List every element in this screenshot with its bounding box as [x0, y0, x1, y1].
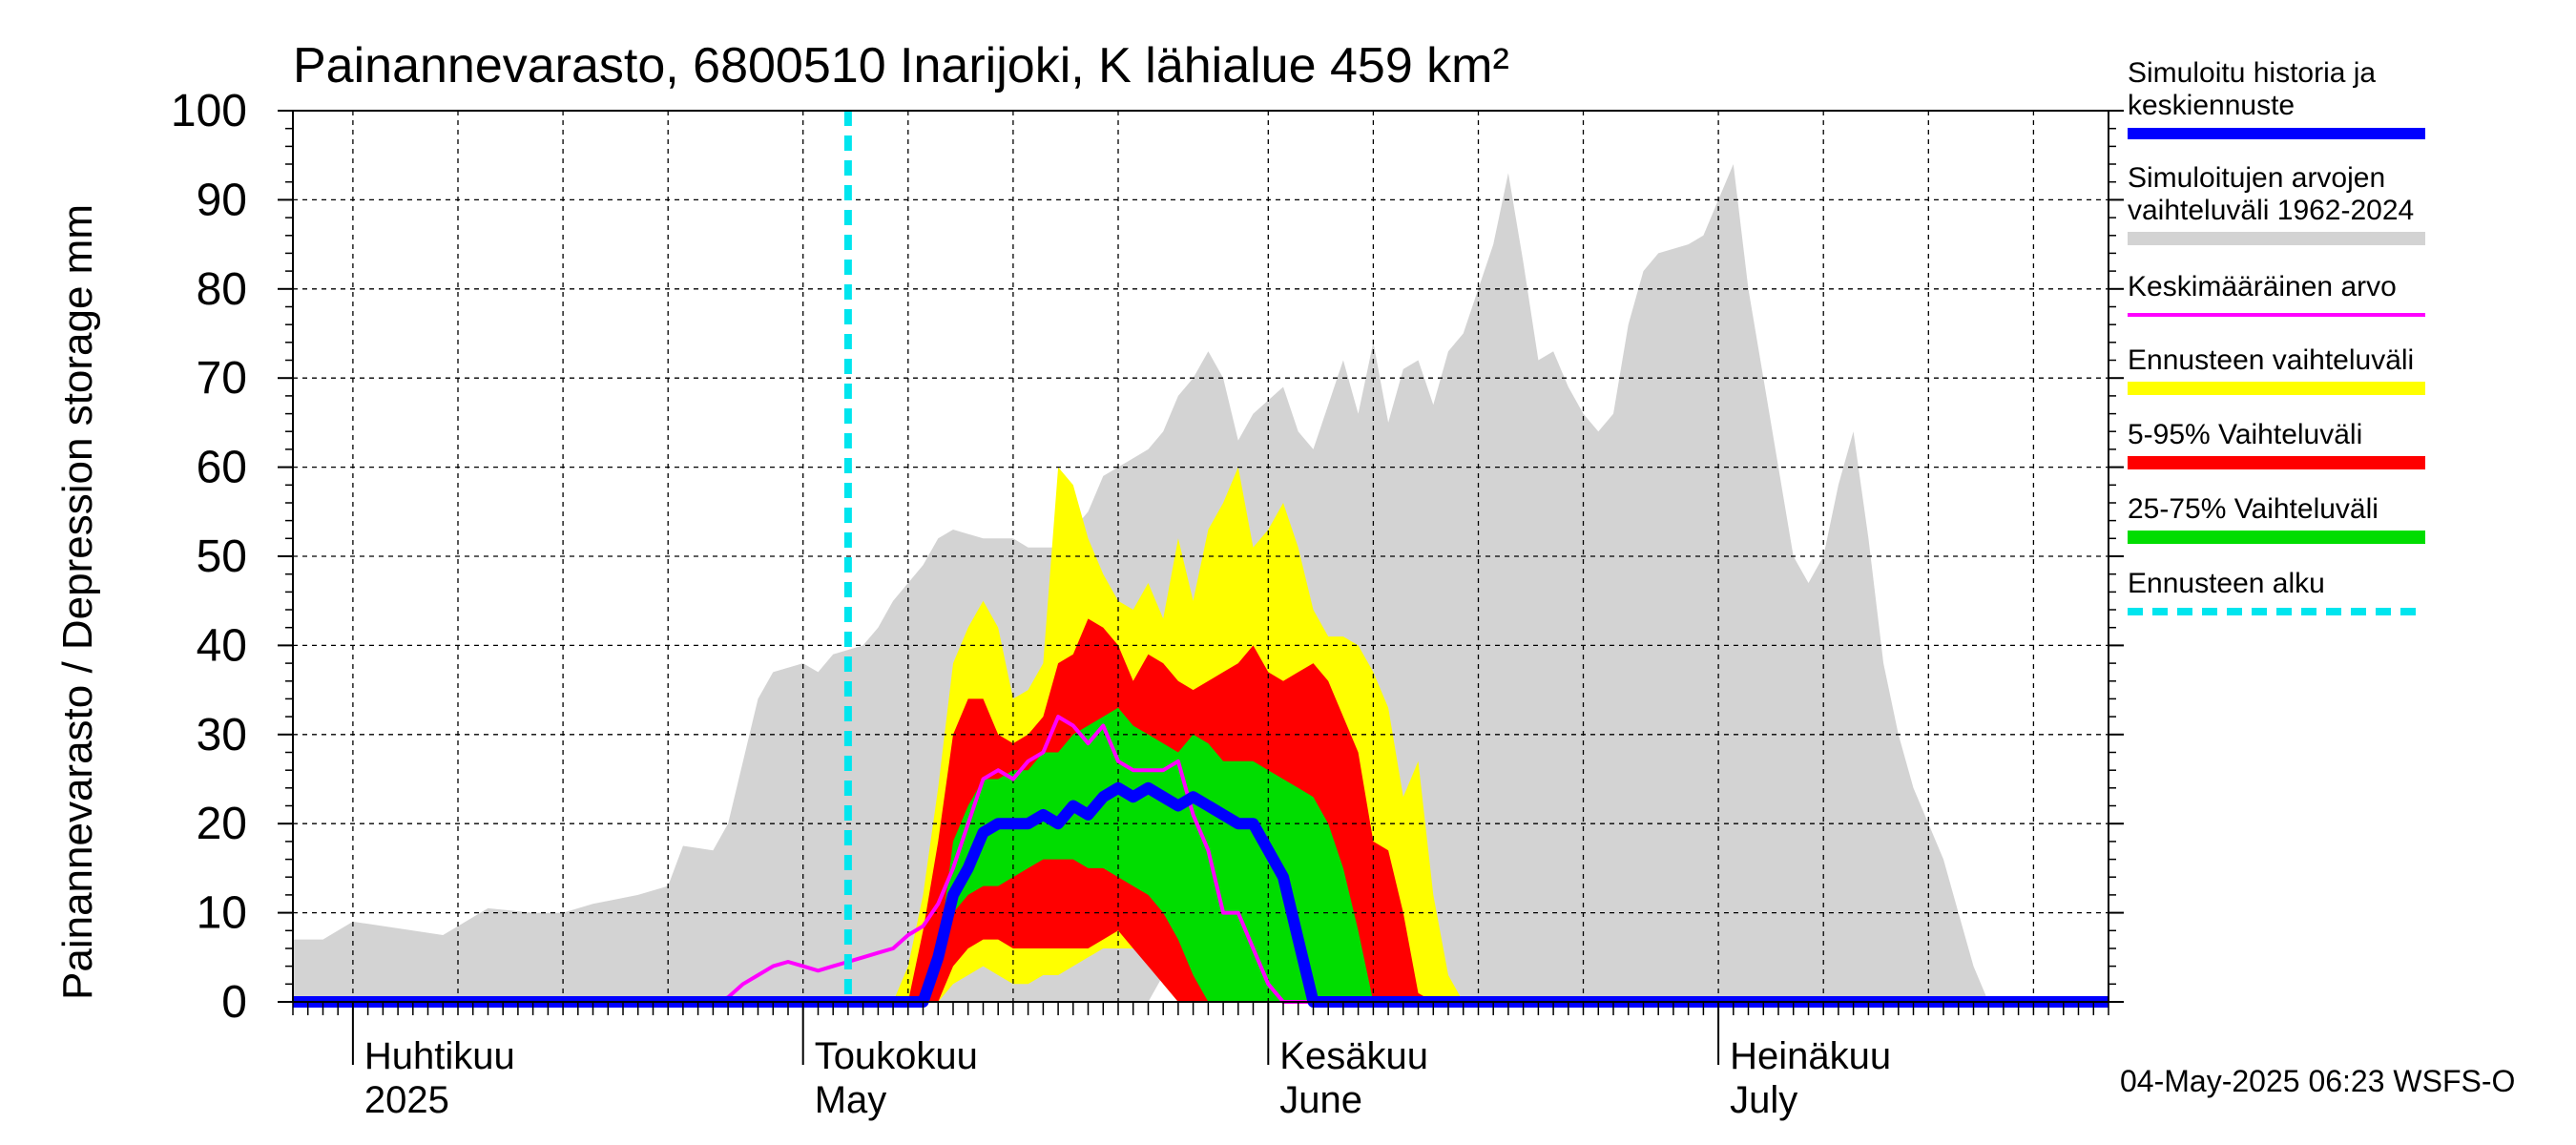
- series-median-forecast-line: [293, 781, 2109, 1008]
- y-tick-label: 60: [197, 443, 247, 493]
- y-tick-label: 90: [197, 175, 247, 225]
- y-tick-label: 0: [221, 977, 247, 1028]
- grid-layer: [293, 111, 2109, 1002]
- legend-label: Ennusteen vaihteluväli: [2128, 344, 2414, 376]
- y-tick-label: 10: [197, 888, 247, 939]
- chart-title: Painannevarasto, 6800510 Inarijoki, K lä…: [293, 38, 1509, 94]
- legend-label: Simuloitujen arvojen vaihteluväli 1962-20…: [2128, 162, 2414, 226]
- y-tick-label: 80: [197, 264, 247, 315]
- y-tick-label: 100: [171, 86, 247, 136]
- legend-label: Ennusteen alku: [2128, 568, 2325, 599]
- x-month-label-fi: Toukokuu: [815, 1035, 978, 1077]
- y-tick-label: 70: [197, 353, 247, 404]
- y-tick-label: 20: [197, 799, 247, 849]
- legend-label: 5-95% Vaihteluväli: [2128, 419, 2362, 450]
- x-month-label-fi: Kesäkuu: [1279, 1035, 1428, 1077]
- series-mean-line: [293, 715, 2109, 1004]
- y-tick-label: 30: [197, 710, 247, 760]
- legend-label: Keskimääräinen arvo: [2128, 271, 2397, 302]
- line-layer: [293, 111, 2109, 1008]
- legend: Simuloitu historia ja keskiennuste Simuloi…: [2128, 57, 2425, 615]
- x-month-label-en: June: [1279, 1079, 1362, 1121]
- y-axis-label: Painannevarasto / Depression storage mm: [54, 204, 101, 1000]
- y-tick-label: 40: [197, 620, 247, 671]
- x-month-label-fi: Heinäkuu: [1730, 1035, 1891, 1077]
- y-tick-label: 50: [197, 531, 247, 582]
- x-month-label-en: May: [815, 1079, 887, 1121]
- x-month-label-en: July: [1730, 1079, 1797, 1121]
- band-25-75: [923, 707, 1374, 1002]
- legend-label: 25-75% Vaihteluväli: [2128, 493, 2379, 525]
- x-month-label-fi: Huhtikuu: [364, 1035, 515, 1077]
- legend-label: Simuloitu historia ja keskiennuste: [2128, 57, 2376, 121]
- x-month-label-en: 2025: [364, 1079, 449, 1121]
- footer-timestamp: 04-May-2025 06:23 WSFS-O: [2120, 1064, 2515, 1098]
